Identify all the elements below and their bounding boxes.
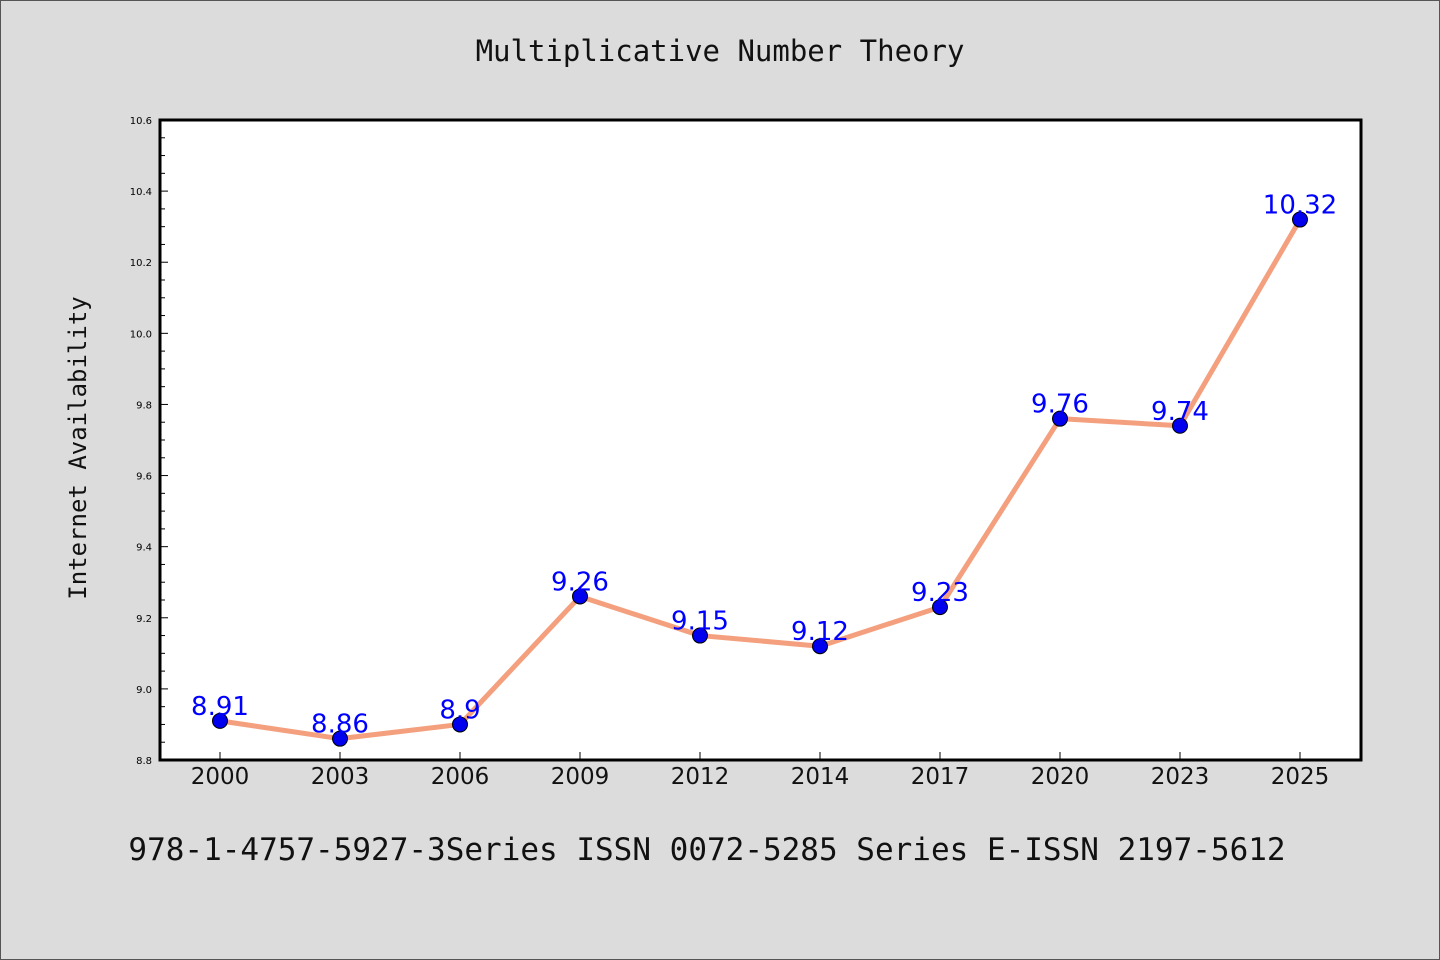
x-tick-label: 2023 <box>1151 764 1210 790</box>
data-point <box>452 716 468 733</box>
data-point <box>812 638 828 655</box>
plot-area <box>158 118 1363 762</box>
data-point <box>1292 211 1308 228</box>
y-tick-label: 10.0 <box>130 329 152 340</box>
data-label: 9.74 <box>1151 397 1209 427</box>
y-tick-label: 10.2 <box>130 258 152 269</box>
data-label: 9.76 <box>1031 390 1089 420</box>
x-tick-label: 2025 <box>1271 764 1330 790</box>
y-axis: 8.8 9.0 9.2 9.4 9.6 9.8 10.0 10.2 10.4 10.6 <box>130 116 168 767</box>
y-tick-label: 10.4 <box>130 187 152 198</box>
y-tick-label: 9.4 <box>136 543 152 554</box>
data-point <box>332 730 348 747</box>
data-label: 8.86 <box>311 710 369 740</box>
y-tick-label: 9.2 <box>136 614 152 625</box>
data-point <box>692 627 708 644</box>
y-tick-label: 8.8 <box>136 756 152 767</box>
data-label: 8.9 <box>439 695 480 725</box>
x-tick-label: 2009 <box>551 764 610 790</box>
x-tick-label: 2006 <box>431 764 490 790</box>
chart-title: Multiplicative Number Theory <box>475 34 965 68</box>
data-point <box>212 712 228 729</box>
y-tick-label: 9.0 <box>136 685 152 696</box>
x-tick-label: 2017 <box>911 764 970 790</box>
x-tick-label: 2012 <box>671 764 730 790</box>
data-label: 9.23 <box>911 578 969 608</box>
series-markers <box>212 211 1308 747</box>
x-tick-label: 2000 <box>191 764 250 790</box>
y-tick-label: 10.6 <box>130 116 152 127</box>
data-point <box>932 599 948 616</box>
x-tick-label: 2014 <box>791 764 850 790</box>
series-line <box>219 218 1303 742</box>
x-tick-label: 2003 <box>311 764 370 790</box>
data-point <box>1172 417 1188 434</box>
data-label: 8.91 <box>191 692 249 722</box>
data-label: 9.15 <box>671 607 729 637</box>
x-tick-label: 2020 <box>1031 764 1090 790</box>
data-point <box>1052 410 1068 427</box>
data-label: 10.32 <box>1263 191 1337 221</box>
y-axis-label: Internet Availability <box>64 296 92 599</box>
data-label: 9.12 <box>791 617 849 647</box>
isbn-caption: 978-1-4757-5927-3Series ISSN 0072-5285 S… <box>128 832 1286 868</box>
data-label: 9.26 <box>551 567 609 597</box>
data-point <box>572 588 588 605</box>
y-tick-label: 9.8 <box>136 400 152 411</box>
data-labels: 8.91 8.86 8.9 9.26 9.15 9.12 9.23 9.76 9.74 10.32 <box>191 191 1337 740</box>
x-axis: 2000 2003 2006 2009 2012 2014 2017 2020 2023 2025 <box>191 752 1330 790</box>
y-tick-label: 9.6 <box>136 472 152 483</box>
